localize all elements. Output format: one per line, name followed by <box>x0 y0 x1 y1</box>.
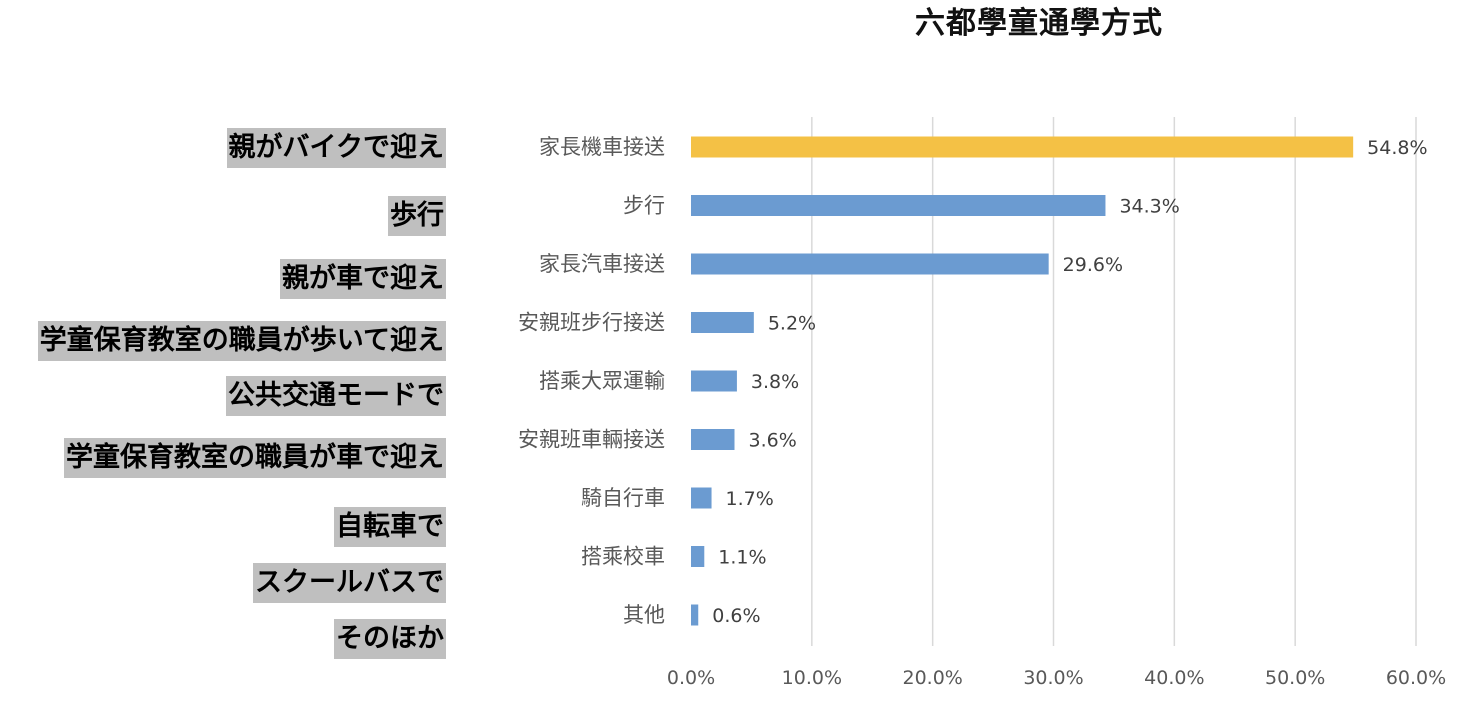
category-label: 安親班步行接送 <box>518 311 665 335</box>
data-label: 0.6% <box>712 605 760 627</box>
bar <box>691 546 705 567</box>
japanese-label: 公共交通モードで <box>226 376 446 416</box>
japanese-label: 親がバイクで迎え <box>226 128 446 168</box>
japanese-label: 歩行 <box>388 196 446 236</box>
chart-title: 六都學童通學方式 <box>915 6 1163 41</box>
data-label: 54.8% <box>1367 137 1427 159</box>
bar <box>691 429 735 450</box>
japanese-label: 親が車で迎え <box>280 259 446 299</box>
japanese-label: 自転車で <box>334 507 446 547</box>
japanese-label: スクールバスで <box>253 563 446 603</box>
data-label: 29.6% <box>1063 254 1123 276</box>
x-tick-label: 10.0% <box>782 667 842 689</box>
labels: 0.0% 10.0% 20.0% 30.0% 40.0% 50.0% 60.0% 家長機車接送… <box>518 135 1446 689</box>
data-label: 3.8% <box>751 371 799 393</box>
bar <box>691 312 754 333</box>
category-label: 安親班車輛接送 <box>518 428 665 452</box>
japanese-label: 学童保育教室の職員が車で迎え <box>64 438 446 478</box>
japanese-label: そのほか <box>334 619 446 659</box>
bar <box>691 370 737 392</box>
x-tick-label: 40.0% <box>1144 667 1204 689</box>
x-tick-label: 0.0% <box>667 667 715 689</box>
bars <box>691 136 1354 626</box>
category-label: 騎自行車 <box>581 486 665 510</box>
category-label: 家長汽車接送 <box>539 252 665 276</box>
category-label: 搭乘大眾運輸 <box>539 369 665 393</box>
japanese-annotation-column: 親がバイクで迎え 歩行 親が車で迎え 学童保育教室の職員が歩いて迎え 公共交通モ… <box>0 0 460 708</box>
data-label: 5.2% <box>768 313 816 335</box>
bar <box>691 136 1354 158</box>
x-tick-label: 20.0% <box>902 667 962 689</box>
category-label: 家長機車接送 <box>539 135 665 159</box>
x-tick-label: 30.0% <box>1023 667 1083 689</box>
category-label: 其他 <box>623 603 665 627</box>
category-label: 搭乘校車 <box>581 545 665 569</box>
bar <box>691 487 712 509</box>
x-tick-label: 60.0% <box>1386 667 1446 689</box>
data-label: 1.7% <box>726 488 774 510</box>
data-label: 34.3% <box>1119 196 1179 218</box>
data-label: 1.1% <box>718 547 766 569</box>
category-label: 步行 <box>623 194 665 218</box>
bar <box>691 195 1106 216</box>
japanese-label: 学童保育教室の職員が歩いて迎え <box>37 321 446 361</box>
bar <box>691 253 1049 275</box>
bar <box>691 604 699 626</box>
data-label: 3.6% <box>749 430 797 452</box>
x-tick-label: 50.0% <box>1265 667 1325 689</box>
